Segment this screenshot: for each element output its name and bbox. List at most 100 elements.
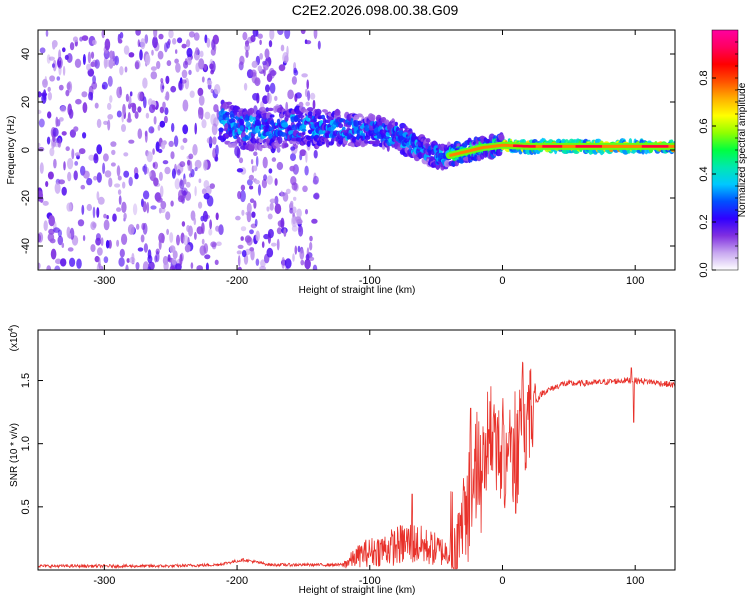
noise-blob [74,161,79,166]
noise-blob [165,75,170,85]
x-tick-label: 100 [626,275,644,287]
noise-blob [198,107,204,116]
ridge-blob [360,132,366,136]
noise-blob [194,159,202,169]
noise-blob [173,135,179,147]
noise-blob [158,232,165,243]
noise-blob [193,217,197,226]
noise-blob [281,257,286,269]
x-tick-label: -300 [93,275,115,287]
noise-blob [142,222,148,235]
noise-blob [58,84,64,91]
noise-blob [165,211,171,221]
ridge-blob [450,143,454,148]
noise-blob [199,50,204,58]
noise-blob [45,181,49,187]
noise-blob [194,231,197,240]
noise-blob [143,96,147,109]
noise-blob [262,156,268,169]
x-tick-label: -100 [359,575,381,587]
noise-blob [211,123,218,136]
ridge-blob [234,106,241,113]
noise-blob [205,262,209,270]
noise-blob [174,178,181,190]
noise-blob [65,89,70,97]
ridge-blob [297,118,301,123]
noise-blob [116,239,120,247]
noise-blob [251,211,256,218]
ridge-blob [239,118,245,126]
noise-blob [159,120,166,128]
noise-blob [201,238,205,245]
noise-blob [82,132,87,139]
noise-blob [60,105,67,113]
noise-blob [63,161,66,171]
noise-blob [188,173,193,178]
noise-blob [212,136,217,145]
noise-blob [249,247,255,252]
noise-blob [269,82,276,94]
noise-blob [68,108,74,119]
ridge-blob [428,149,432,157]
noise-blob [86,177,93,186]
snr-x-label: Height of straight line (km) [299,585,416,596]
noise-blob [182,124,189,135]
noise-blob [78,148,86,155]
noise-blob [121,233,128,245]
noise-blob [244,235,252,243]
noise-blob [204,254,211,260]
noise-blob [82,102,88,114]
noise-blob [53,227,60,233]
noise-blob [237,255,241,267]
noise-blob [90,51,95,59]
noise-blob [160,81,165,93]
noise-blob [43,220,48,232]
noise-blob [66,202,72,212]
noise-blob [262,60,267,66]
x-tick-label: -300 [93,575,115,587]
noise-blob [107,75,113,87]
noise-blob [261,241,265,249]
noise-blob [128,52,135,58]
noise-blob [158,171,163,181]
noise-blob [164,107,169,115]
snr-series-line [38,361,675,570]
noise-blob [107,114,114,120]
noise-blob [216,241,222,247]
noise-blob [250,159,254,165]
noise-blob [90,221,97,231]
noise-blob [208,228,213,236]
noise-blob [203,192,210,200]
ridge-blob [268,133,273,140]
noise-blob [269,202,274,211]
noise-blob [96,207,100,218]
noise-blob [97,247,103,256]
noise-blob [90,61,95,67]
noise-blob [87,51,91,64]
noise-blob [47,171,54,180]
noise-blob [269,198,276,204]
noise-blob [268,40,273,48]
noise-blob [177,37,183,44]
ridge-blob [433,160,436,166]
noise-blob [152,104,156,110]
noise-blob [237,191,242,200]
noise-blob [181,79,187,84]
noise-blob [57,235,64,246]
snr-y-label: SNR (10 * v/v) [9,423,20,487]
noise-blob [304,165,309,176]
noise-blob [181,69,188,79]
noise-blob [196,265,203,270]
noise-blob [80,184,86,190]
noise-blob [276,227,282,235]
x-tick-label: 0 [499,575,505,587]
noise-blob [91,81,98,90]
figure-title: C2E2.2026.098.00.38.G09 [292,2,459,18]
ridge-blob [236,136,241,143]
noise-blob [104,170,112,178]
noise-blob [239,190,246,203]
noise-blob [181,187,188,196]
ridge-blob [347,121,353,126]
noise-blob [280,44,285,52]
snr-frame [37,329,676,571]
